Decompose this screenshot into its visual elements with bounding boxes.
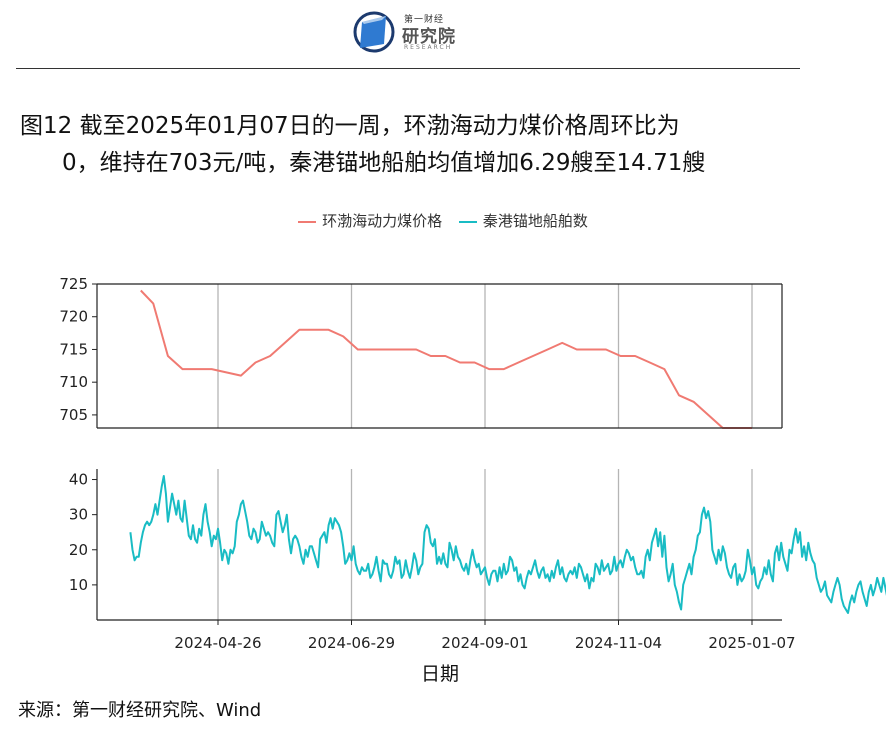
chart-legend: 环渤海动力煤价格 秦港锚地船舶数: [0, 210, 886, 231]
logo: 第一财经 研究院 RESEARCH: [352, 8, 472, 56]
figure-title: 图12 截至2025年01月07日的一周，环渤海动力煤价格周环比为 0，维持在7…: [20, 108, 820, 182]
logo-main-text: 研究院: [402, 27, 456, 47]
source-note: 来源：第一财经研究院、Wind: [18, 700, 262, 721]
figure-title-line1: 图12 截至2025年01月07日的一周，环渤海动力煤价格周环比为: [20, 113, 680, 139]
coal-price-series-line: [140, 289, 752, 429]
logo-emblem-icon: [353, 11, 395, 53]
xtick-label: 2025-01-07: [708, 634, 795, 652]
ship-count-ytick-label: 20: [69, 541, 88, 559]
xtick-label: 2024-11-04: [575, 634, 662, 652]
figure-title-line2: 0，维持在703元/吨，秦港锚地船舶均值增加6.29艘至14.71艘: [62, 150, 706, 176]
coal-price-ytick-label: 705: [59, 406, 88, 424]
x-axis-title: 日期: [421, 663, 459, 685]
coal-price-ytick-label: 720: [59, 308, 88, 326]
legend-item-ships: 秦港锚地船舶数: [458, 210, 588, 231]
coal-price-ytick-label: 710: [59, 373, 88, 391]
header-divider: [16, 68, 800, 69]
legend-label-coal: 环渤海动力煤价格: [322, 212, 443, 230]
logo-sub-text: RESEARCH: [404, 44, 453, 51]
coal-price-ytick-label: 725: [59, 275, 88, 293]
xtick-label: 2024-09-01: [441, 634, 528, 652]
xtick-label: 2024-06-29: [308, 634, 395, 652]
legend-item-coal: 环渤海动力煤价格: [298, 210, 442, 231]
ship-count-ytick-label: 30: [69, 506, 88, 524]
legend-label-ships: 秦港锚地船舶数: [482, 212, 588, 230]
ship-count-ytick-label: 10: [69, 576, 88, 594]
ship-count-ytick-label: 40: [69, 471, 88, 489]
ship-count-series-line: [129, 475, 886, 614]
legend-swatch-coal: [298, 220, 317, 223]
coal-price-ytick-label: 715: [59, 340, 88, 358]
logo-top-text: 第一财经: [404, 15, 445, 25]
legend-swatch-ships: [458, 220, 477, 223]
xtick-label: 2024-04-26: [174, 634, 261, 652]
